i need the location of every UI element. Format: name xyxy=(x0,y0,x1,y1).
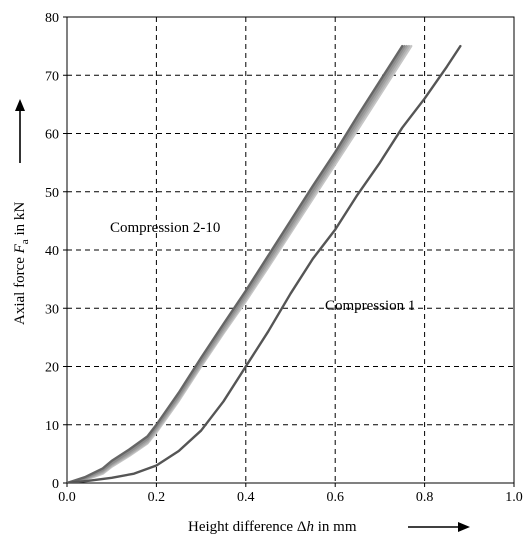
x-tick-labels: 0.0 0.2 0.4 0.6 0.8 1.0 xyxy=(58,483,523,505)
y-tick-label: 10 xyxy=(45,419,59,434)
y-tick-label: 20 xyxy=(45,361,59,376)
y-tick-label: 30 xyxy=(45,302,59,317)
x-tick-label: 1.0 xyxy=(505,490,523,505)
series-line xyxy=(67,44,406,483)
series-line xyxy=(67,44,404,483)
x-axis-title-prefix: Height difference Δ xyxy=(188,519,307,535)
x-axis-title-suffix: in mm xyxy=(314,519,357,535)
y-tick-label: 40 xyxy=(45,244,59,259)
y-axis-title-prefix: Axial force xyxy=(12,253,28,325)
annotation-compression-2-10: Compression 2-10 xyxy=(110,220,220,236)
annotation-compression-1: Compression 1 xyxy=(325,298,415,314)
y-tick-label: 60 xyxy=(45,128,59,143)
y-tick-labels: 0 10 20 30 40 50 60 70 80 xyxy=(45,11,67,492)
y-axis-title-italic: F xyxy=(12,243,28,254)
x-axis-title: Height difference Δh in mm xyxy=(188,519,357,535)
y-tick-label: 0 xyxy=(52,477,59,492)
x-tick-label: 0.6 xyxy=(326,490,344,505)
y-axis-title-sub: a xyxy=(19,239,31,244)
y-axis-arrow xyxy=(15,99,25,163)
y-tick-label: 50 xyxy=(45,186,59,201)
series-group xyxy=(67,44,462,483)
x-tick-label: 0.4 xyxy=(237,490,255,505)
x-tick-label: 0.2 xyxy=(148,490,166,505)
x-axis-title-italic: h xyxy=(306,519,314,535)
y-axis-title: Axial force Fa in kN xyxy=(12,202,31,325)
x-tick-label: 0.0 xyxy=(58,490,76,505)
series-line xyxy=(67,44,462,483)
y-tick-label: 70 xyxy=(45,69,59,84)
x-tick-label: 0.8 xyxy=(416,490,434,505)
y-axis-title-suffix: in kN xyxy=(12,202,28,240)
y-tick-label: 80 xyxy=(45,11,59,26)
x-axis-arrow xyxy=(408,522,470,532)
